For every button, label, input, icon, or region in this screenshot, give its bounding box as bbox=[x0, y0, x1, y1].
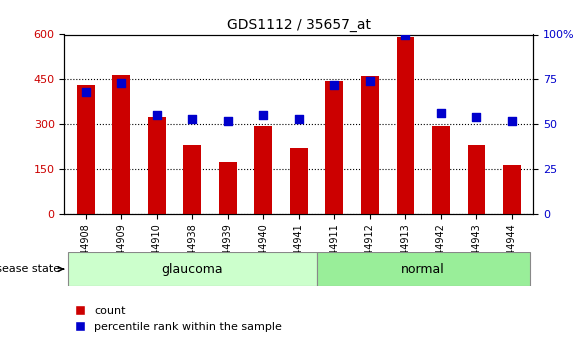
Point bbox=[436, 111, 445, 116]
FancyBboxPatch shape bbox=[316, 252, 530, 286]
Title: GDS1112 / 35657_at: GDS1112 / 35657_at bbox=[227, 18, 371, 32]
Bar bbox=[361, 76, 379, 214]
Bar bbox=[148, 117, 166, 214]
Bar bbox=[290, 148, 308, 214]
Text: normal: normal bbox=[401, 263, 445, 276]
Legend: count, percentile rank within the sample: count, percentile rank within the sample bbox=[70, 302, 287, 336]
Bar bbox=[113, 75, 130, 214]
Bar bbox=[397, 38, 414, 214]
Bar bbox=[503, 165, 521, 214]
Text: glaucoma: glaucoma bbox=[162, 263, 223, 276]
Point bbox=[507, 118, 517, 124]
Point bbox=[223, 118, 233, 124]
Point bbox=[294, 116, 304, 121]
Point bbox=[81, 89, 90, 95]
Point bbox=[188, 116, 197, 121]
Point bbox=[330, 82, 339, 88]
Point bbox=[152, 112, 162, 118]
FancyBboxPatch shape bbox=[68, 252, 316, 286]
Point bbox=[117, 80, 126, 86]
Point bbox=[258, 112, 268, 118]
Text: disease state: disease state bbox=[0, 264, 63, 274]
Bar bbox=[254, 126, 272, 214]
Bar bbox=[77, 85, 95, 214]
Point bbox=[472, 114, 481, 120]
Bar bbox=[183, 145, 201, 214]
Point bbox=[401, 32, 410, 37]
Bar bbox=[468, 145, 485, 214]
Bar bbox=[325, 81, 343, 214]
Bar bbox=[219, 161, 237, 214]
Bar bbox=[432, 126, 450, 214]
Point bbox=[365, 78, 374, 84]
